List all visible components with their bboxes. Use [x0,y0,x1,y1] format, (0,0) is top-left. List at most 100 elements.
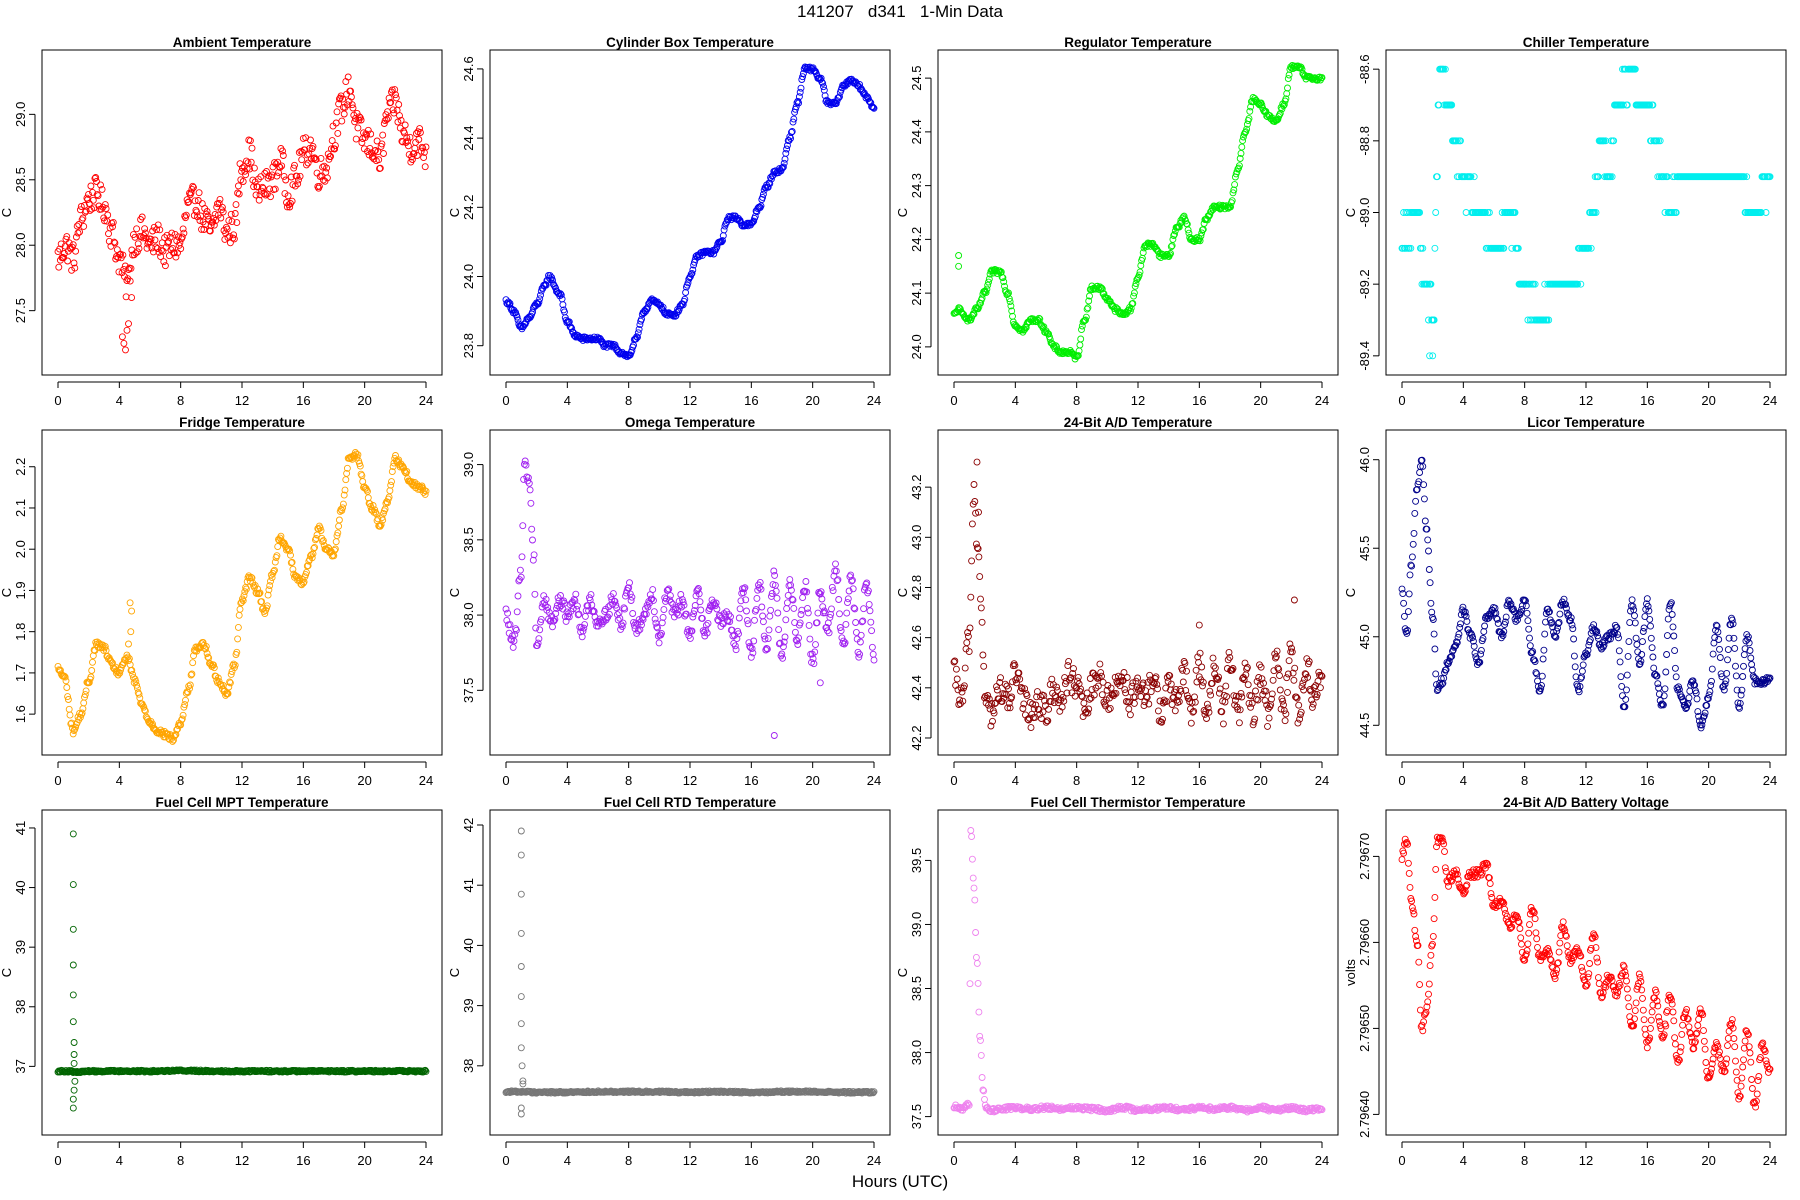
data-point [659,613,667,621]
data-point [1766,173,1774,181]
data-point [339,504,347,512]
data-point [1107,684,1115,692]
data-point [240,592,248,600]
data-point [1149,239,1157,247]
data-point [219,208,227,216]
data-point [1261,697,1269,705]
data-point [1033,688,1041,696]
data-point [289,565,297,573]
data-point [657,301,665,309]
data-point [319,163,327,171]
data-point [1215,201,1223,209]
data-point [168,229,176,237]
data-point [841,639,849,647]
data-point [181,701,189,709]
figure-title: 141207 d341 1-Min Data [796,2,1004,21]
data-point [1219,720,1227,728]
y-tick-label: 38.5 [461,527,476,552]
data-point [675,306,683,314]
data-point [1285,657,1293,665]
data-point [1432,209,1440,216]
data-point [1571,663,1579,671]
data-point [1413,486,1421,493]
data-point [964,632,972,640]
data-point [69,991,77,999]
data-point [155,248,163,256]
data-series [502,457,878,739]
data-point [628,593,636,601]
data-point [340,491,348,499]
data-point [790,604,798,612]
x-tick-label: 20 [1701,393,1715,408]
data-point [87,673,95,681]
data-series [1398,456,1774,732]
data-point [985,278,992,286]
data-point [372,510,380,518]
data-point [1198,663,1206,671]
data-point [354,451,362,459]
data-point [627,597,635,604]
x-tick-label: 16 [744,773,758,788]
data-point [1142,693,1150,701]
data-point [950,658,958,666]
data-point [1593,628,1601,635]
data-point [1080,699,1088,707]
data-point [1427,599,1435,607]
data-point [849,585,857,593]
data-point [1615,634,1622,642]
data-point [64,257,72,265]
data-point [1619,692,1626,700]
data-point [214,674,222,682]
data-point [751,616,758,624]
data-point [362,130,370,138]
data-point [120,339,128,347]
data-point [118,269,126,277]
data-point [1429,616,1437,623]
data-point [1476,658,1484,666]
data-point [713,605,721,613]
data-point [856,650,864,658]
data-point [697,606,705,614]
data-point [1299,679,1307,687]
data-point [1746,647,1754,654]
data-point [1748,666,1756,674]
data-point [603,614,611,622]
data-point [620,604,628,612]
data-point [796,619,804,627]
data-point [1430,316,1438,324]
data-point [1578,667,1586,675]
data-point [653,623,661,631]
y-tick-label: -88.8 [1357,126,1372,156]
data-point [759,190,767,198]
data-point [1707,681,1715,689]
data-point [1074,673,1082,681]
data-point [974,545,982,553]
data-point [856,81,864,88]
data-point [674,611,682,619]
data-point [260,190,268,197]
data-point [975,303,983,311]
data-point [1409,540,1417,548]
data-point [1448,652,1456,660]
data-point [667,598,675,606]
data-point [1254,696,1262,704]
data-point [795,93,803,101]
data-point [250,164,258,172]
data-point [1070,665,1077,673]
data-point [651,615,659,623]
data-point [844,595,852,603]
x-tick-label: 8 [625,393,632,408]
data-point [153,226,161,234]
data-point [295,577,303,585]
data-point [1556,610,1564,618]
subplot-title: Regulator Temperature [1064,35,1212,50]
data-point [557,291,565,299]
data-point [1700,712,1708,720]
data-point [61,242,69,250]
data-point [1031,713,1039,721]
x-tick-label: 16 [744,1153,758,1168]
data-point [1084,709,1092,717]
y-tick-label: 2.1 [13,499,28,517]
y-tick-label: 42.2 [909,725,924,750]
data-point [404,137,412,145]
